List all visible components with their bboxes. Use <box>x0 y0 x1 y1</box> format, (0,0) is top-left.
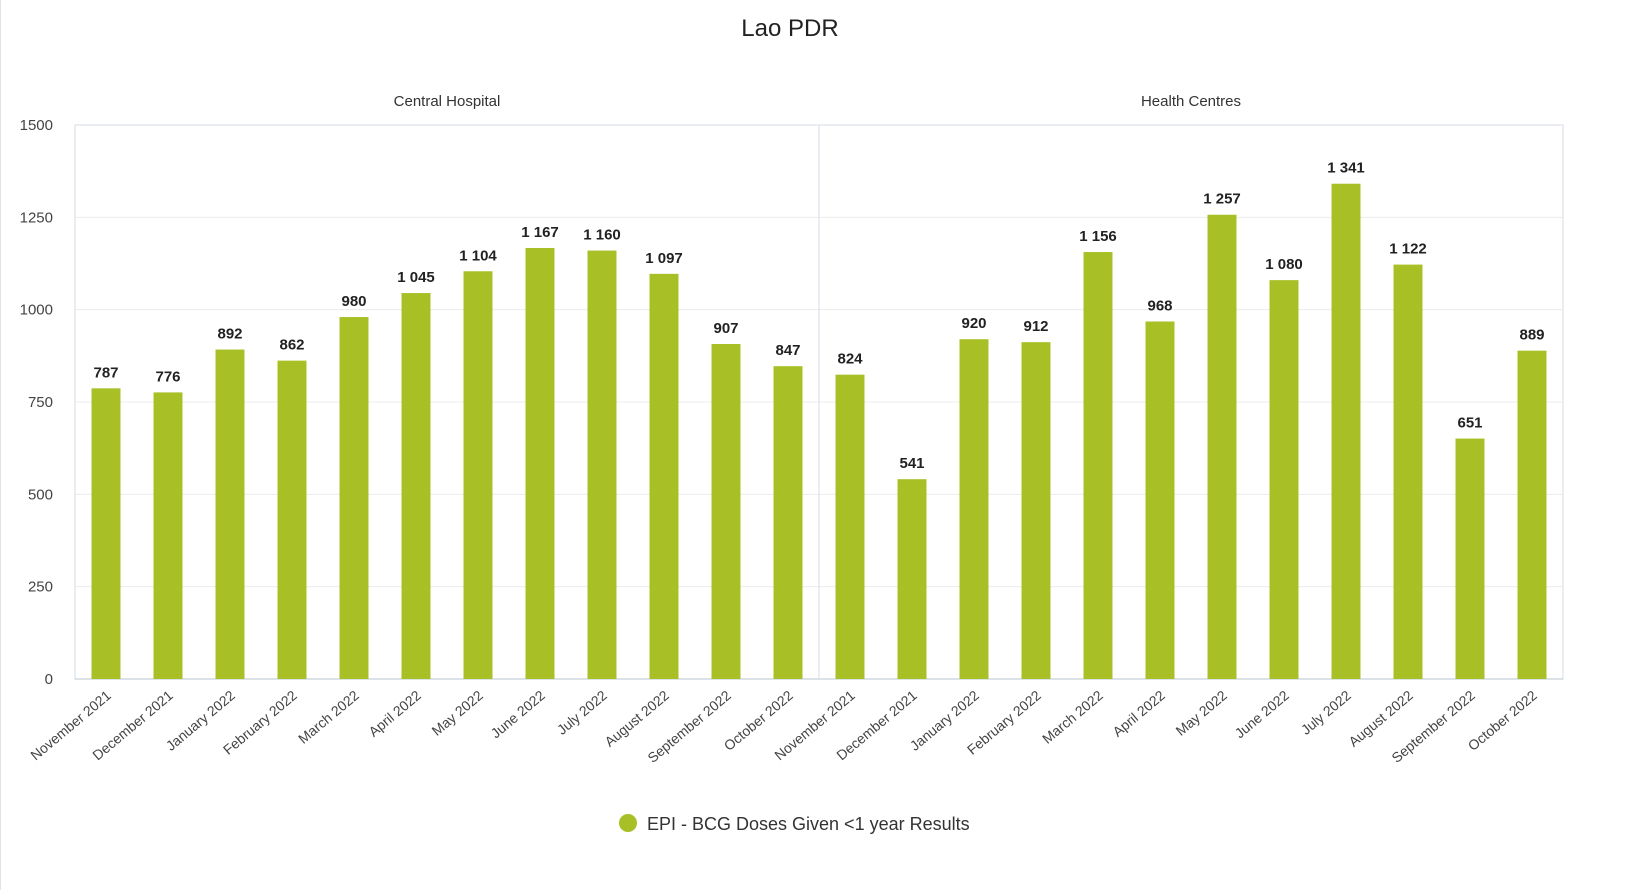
data-label: 912 <box>1023 318 1048 335</box>
legend[interactable]: EPI - BCG Doses Given <1 year Results <box>619 814 970 834</box>
x-tick-label: July 2022 <box>554 687 610 738</box>
x-tick-label: October 2022 <box>1465 687 1540 754</box>
y-tick-label: 1250 <box>20 209 53 226</box>
bar[interactable] <box>1083 252 1113 679</box>
data-label: 1 122 <box>1389 241 1427 258</box>
x-tick-label: May 2022 <box>1173 687 1231 739</box>
x-tick-label: March 2022 <box>295 687 362 747</box>
data-label: 1 167 <box>521 224 559 241</box>
panel-title: Central Hospital <box>394 93 501 110</box>
x-tick-label: July 2022 <box>1298 687 1354 738</box>
legend-marker <box>619 814 637 832</box>
y-tick-label: 1500 <box>20 117 53 134</box>
chart-title: Lao PDR <box>741 15 838 42</box>
data-label: 1 341 <box>1327 160 1365 177</box>
x-tick-label: June 2022 <box>1232 687 1293 741</box>
bar[interactable] <box>401 293 431 679</box>
bar[interactable] <box>91 388 121 679</box>
data-label: 1 045 <box>397 269 435 286</box>
bar[interactable] <box>1145 321 1175 679</box>
data-label: 892 <box>217 326 242 343</box>
data-label: 920 <box>961 315 986 332</box>
data-label: 776 <box>155 368 180 385</box>
bar[interactable] <box>153 392 183 679</box>
panel-title: Health Centres <box>1141 93 1241 110</box>
bar[interactable] <box>897 479 927 679</box>
bar[interactable] <box>1455 438 1485 679</box>
data-label: 1 156 <box>1079 228 1117 245</box>
bar[interactable] <box>773 366 803 679</box>
data-label: 787 <box>93 364 118 381</box>
data-label: 847 <box>775 342 800 359</box>
y-tick-label: 1000 <box>20 302 53 319</box>
bar[interactable] <box>1269 280 1299 679</box>
y-tick-label: 750 <box>28 394 53 411</box>
data-label: 1 160 <box>583 227 621 244</box>
legend-label: EPI - BCG Doses Given <1 year Results <box>647 814 970 834</box>
y-axis: 0 250 500 750 1000 1250 1500 <box>20 117 53 688</box>
data-label: 862 <box>279 337 304 354</box>
y-tick-label: 250 <box>28 579 53 596</box>
x-tick-label: May 2022 <box>429 687 487 739</box>
bar[interactable] <box>525 247 555 679</box>
data-label: 907 <box>713 320 738 337</box>
bar[interactable] <box>339 317 369 679</box>
x-tick-label: June 2022 <box>488 687 549 741</box>
data-label: 1 080 <box>1265 256 1303 273</box>
x-tick-label: April 2022 <box>1109 687 1168 740</box>
data-label: 541 <box>899 455 924 472</box>
bar[interactable] <box>1207 214 1237 680</box>
bar[interactable] <box>215 349 245 679</box>
bar[interactable] <box>277 360 307 679</box>
y-tick-label: 500 <box>28 486 53 503</box>
bar[interactable] <box>1021 342 1051 679</box>
bar[interactable] <box>463 271 493 679</box>
data-label: 1 104 <box>459 247 497 264</box>
data-label: 980 <box>341 293 366 310</box>
bar[interactable] <box>959 339 989 679</box>
bar[interactable] <box>1393 264 1423 679</box>
bar[interactable] <box>1331 183 1361 679</box>
bar[interactable] <box>835 374 865 679</box>
data-label: 651 <box>1457 415 1482 432</box>
x-tick-label: April 2022 <box>365 687 424 740</box>
bar[interactable] <box>649 273 679 679</box>
bar[interactable] <box>587 250 617 679</box>
data-label: 1 097 <box>645 250 683 267</box>
data-label: 968 <box>1147 297 1172 314</box>
y-tick-label: 0 <box>45 671 53 688</box>
bar[interactable] <box>1517 350 1547 679</box>
data-label: 1 257 <box>1203 191 1241 208</box>
data-label: 889 <box>1519 327 1544 344</box>
x-tick-label: March 2022 <box>1039 687 1106 747</box>
bar[interactable] <box>711 344 741 679</box>
data-label: 824 <box>837 351 863 368</box>
